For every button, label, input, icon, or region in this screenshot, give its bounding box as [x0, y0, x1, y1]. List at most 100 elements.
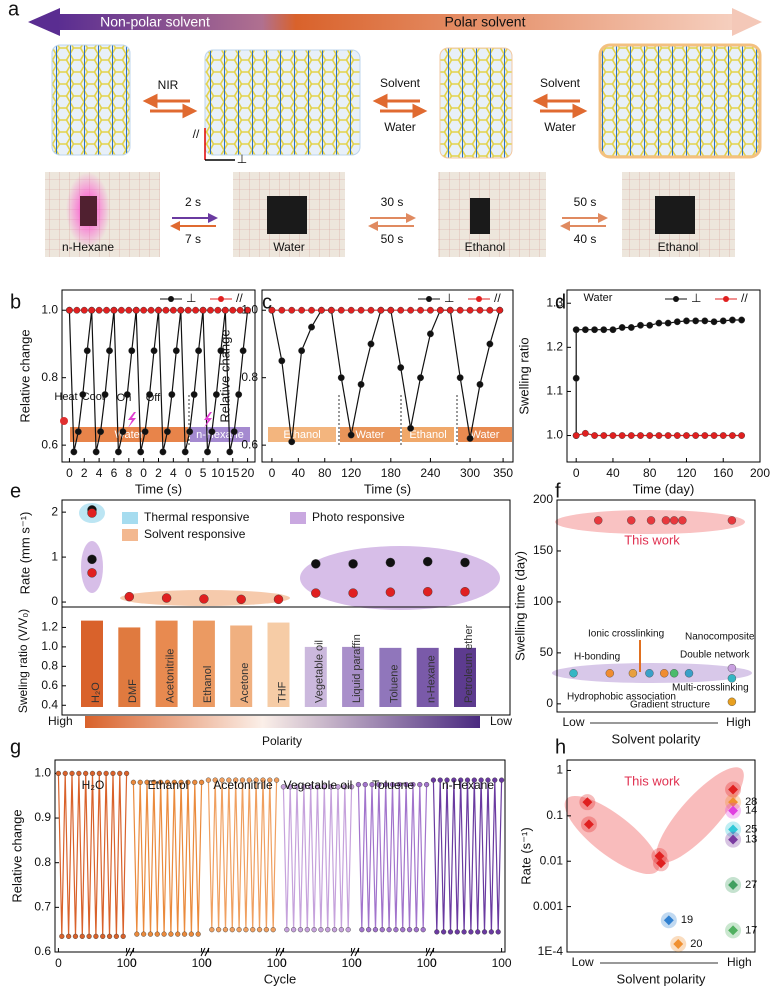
point	[678, 516, 687, 525]
polarity-label: Low	[490, 714, 512, 728]
group-ellipse	[564, 795, 660, 875]
series-line	[357, 784, 428, 930]
point-label: 19	[681, 914, 693, 926]
point	[233, 777, 239, 783]
point	[147, 306, 155, 314]
axis-break	[350, 947, 360, 957]
bar	[416, 647, 439, 707]
point	[103, 770, 109, 776]
point	[66, 306, 73, 314]
group-ellipse	[300, 546, 500, 610]
point	[328, 784, 334, 790]
point	[80, 306, 88, 314]
point	[244, 306, 251, 314]
y-tick-label: 1.0	[34, 766, 51, 780]
rate-point	[423, 587, 433, 597]
point	[400, 927, 406, 933]
y-axis-label: Swelling ratio	[516, 337, 531, 414]
point	[701, 432, 709, 439]
y-axis-label: Relative change	[9, 809, 24, 902]
point	[155, 306, 162, 314]
point	[376, 781, 382, 788]
x-tick-label: 0	[280, 956, 287, 970]
point	[151, 779, 157, 785]
axis-label: //	[193, 127, 200, 141]
rate-point	[423, 556, 433, 567]
arrow-head	[732, 8, 762, 36]
band	[268, 427, 336, 442]
y-tick-label: 0.8	[241, 370, 258, 384]
panel-label: f	[555, 480, 561, 502]
y-tick-label: 0	[546, 696, 553, 710]
x-tick-label: High	[726, 715, 751, 729]
point	[164, 779, 171, 785]
point	[367, 306, 375, 314]
point	[284, 927, 290, 933]
point	[125, 306, 133, 314]
point	[141, 428, 149, 436]
point	[627, 516, 636, 525]
bar	[379, 647, 402, 707]
annotation: On	[117, 392, 132, 404]
point	[436, 306, 444, 314]
time-label: 30 s	[381, 195, 404, 209]
x-tick-label: 0	[573, 466, 580, 480]
point	[728, 797, 739, 808]
point	[618, 432, 626, 439]
point	[710, 432, 718, 439]
x-tick-label: 0	[130, 956, 137, 970]
point	[137, 448, 145, 456]
point	[434, 929, 440, 935]
rate-point	[311, 559, 321, 569]
point	[222, 927, 229, 933]
x-tick-label: 180	[381, 466, 401, 480]
point	[669, 669, 679, 678]
arrow-label: NIR	[158, 78, 179, 92]
series-label: H₂O	[82, 778, 105, 792]
point	[673, 318, 681, 326]
bar	[192, 620, 215, 707]
point	[268, 306, 276, 314]
x-tick-label: 240	[420, 466, 440, 480]
x-tick-label: 80	[643, 466, 657, 480]
point	[377, 306, 385, 314]
point	[423, 781, 430, 788]
point	[683, 432, 690, 439]
x-tick-label: Low	[572, 955, 594, 969]
point	[710, 318, 718, 326]
point	[683, 317, 690, 325]
x-tick-label: Low	[562, 715, 584, 729]
category-label: Liquid paraffin	[351, 634, 363, 703]
panel-label: a	[8, 0, 20, 20]
point	[308, 306, 315, 314]
point	[154, 931, 160, 937]
point	[325, 927, 331, 933]
point	[628, 669, 638, 678]
point	[97, 428, 105, 436]
point	[471, 777, 477, 783]
point	[79, 933, 85, 939]
legend-label: ⊥	[691, 291, 701, 305]
point	[318, 306, 325, 314]
point	[692, 432, 700, 439]
point	[83, 770, 89, 776]
point	[660, 669, 669, 678]
point	[669, 516, 679, 525]
icon-thermometer	[60, 417, 68, 425]
point	[609, 432, 617, 439]
x-tick-label: 6	[111, 466, 118, 480]
plot-frame	[566, 759, 756, 953]
point	[159, 448, 167, 456]
point	[468, 929, 474, 935]
y-tick-label: 200	[533, 492, 553, 506]
category-label: DMF	[127, 679, 139, 703]
point	[646, 516, 656, 525]
point	[76, 770, 82, 776]
point	[214, 306, 222, 314]
annotation: Water	[584, 292, 613, 304]
point	[372, 927, 379, 933]
polarity-label: Polarity	[262, 734, 302, 748]
point	[113, 933, 119, 939]
point	[572, 432, 580, 439]
axis-break	[200, 947, 210, 957]
